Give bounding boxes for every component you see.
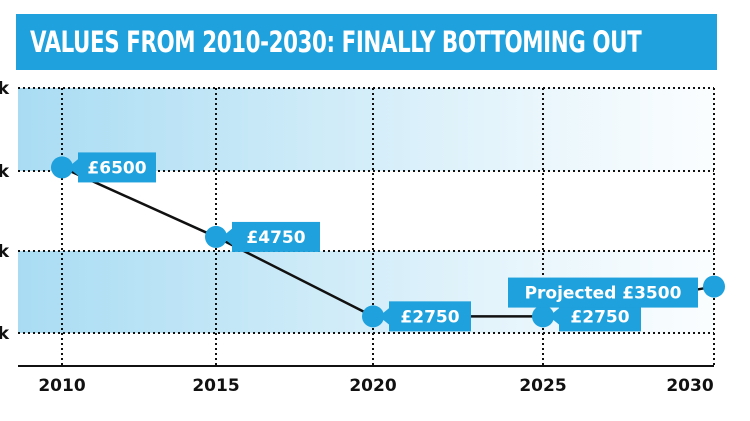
- data-label-box: [232, 221, 320, 252]
- data-label-box: [389, 301, 471, 332]
- data-label: £6500: [87, 158, 146, 178]
- y-tick-label: k: [0, 79, 10, 99]
- data-point: [532, 305, 554, 328]
- x-tick-label: 2015: [192, 376, 239, 396]
- x-tick-label: 2020: [349, 376, 396, 396]
- data-label-pointer: [68, 158, 79, 177]
- data-label-pointer: [549, 307, 560, 326]
- y-tick-label: k: [0, 324, 10, 344]
- data-point: [51, 156, 73, 179]
- x-tick-label: 2025: [519, 376, 566, 396]
- x-tick-label: 2030: [666, 376, 713, 396]
- y-tick-label: k: [0, 162, 10, 182]
- data-point: [703, 275, 725, 298]
- data-label: £2750: [570, 307, 629, 327]
- data-label-pointer: [222, 227, 233, 246]
- data-label-box: [78, 152, 156, 183]
- data-label-box: [508, 277, 698, 308]
- chart-title: VALUES FROM 2010-2030: FINALLY BOTTOMING…: [30, 25, 642, 59]
- data-point: [205, 225, 227, 248]
- y-tick-label: k: [0, 242, 10, 262]
- data-label: £2750: [400, 307, 459, 327]
- data-label: £4750: [246, 228, 305, 248]
- data-label: Projected £3500: [525, 284, 682, 304]
- data-label-pointer: [379, 307, 390, 326]
- data-point: [362, 305, 384, 328]
- x-tick-label: 2010: [38, 376, 85, 396]
- title-banner: VALUES FROM 2010-2030: FINALLY BOTTOMING…: [16, 14, 717, 70]
